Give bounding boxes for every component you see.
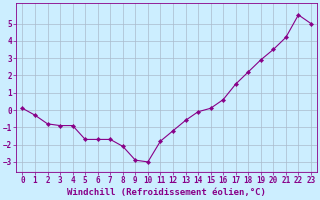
X-axis label: Windchill (Refroidissement éolien,°C): Windchill (Refroidissement éolien,°C) — [67, 188, 266, 197]
